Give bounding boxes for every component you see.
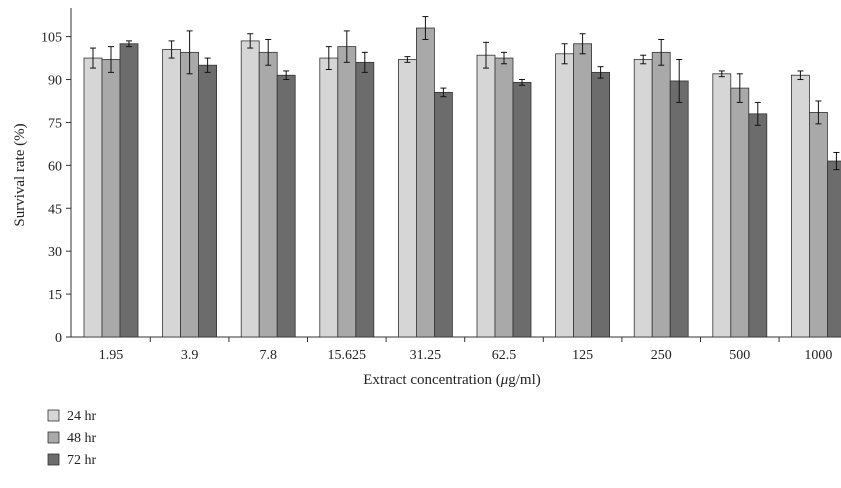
x-axis-title-suffix: g/ml) (508, 372, 541, 388)
y-tick-label: 60 (48, 159, 62, 174)
bar (433, 91, 453, 338)
legend-item: 72 hr (47, 453, 97, 468)
bar (119, 43, 139, 338)
x-axis-title: Extract concentration (μg/ml) (363, 372, 540, 388)
bar (669, 80, 689, 338)
bar (355, 61, 375, 338)
x-tick-label: 1000 (804, 348, 832, 363)
x-tick-label: 250 (651, 348, 672, 363)
bar (276, 74, 296, 338)
y-tick-label: 15 (48, 288, 62, 303)
bar (712, 73, 732, 338)
bar (591, 71, 610, 338)
bar (573, 43, 592, 338)
bar (162, 49, 182, 338)
x-tick-label: 15.625 (328, 348, 367, 363)
x-tick-label: 1.95 (99, 348, 124, 363)
x-axis-ticks: 1.95 3.9 7.8 15.625 31.25 62.5 125 250 500 1000 (99, 337, 832, 363)
bar (337, 46, 357, 338)
bar (476, 54, 496, 338)
bar (555, 53, 574, 338)
plot-area: 0 15 30 45 60 75 90 105 1.95 3.9 7.8 15.625 31.25 62… (41, 8, 841, 363)
bar (180, 51, 200, 338)
x-tick-label: 500 (729, 348, 750, 363)
bar (633, 59, 653, 338)
bar (83, 57, 103, 338)
x-axis-title-prefix: Extract concentration ( (363, 372, 500, 388)
bar (240, 40, 260, 338)
bar (397, 59, 417, 338)
legend-swatch (47, 409, 60, 422)
error-bar-group (90, 16, 840, 171)
y-tick-label: 45 (48, 202, 62, 217)
y-tick-label: 105 (41, 31, 62, 46)
y-axis-ticks: 0 15 30 45 60 75 90 105 (41, 31, 71, 346)
y-tick-label: 0 (55, 331, 62, 346)
x-tick-label: 7.8 (259, 348, 277, 363)
bar (415, 27, 435, 338)
bar (791, 74, 810, 338)
legend-swatch (47, 431, 60, 444)
bar (198, 64, 218, 338)
legend-label: 48 hr (67, 431, 97, 446)
bar (748, 113, 768, 338)
y-axis-title: Survival rate (%) (12, 123, 28, 226)
legend: 24 hr 48 hr 72 hr (47, 409, 97, 468)
x-axis-title-mu: μ (500, 372, 509, 388)
bar (651, 51, 671, 338)
legend-label: 72 hr (67, 453, 97, 468)
x-tick-label: 62.5 (492, 348, 517, 363)
legend-item: 24 hr (47, 409, 97, 424)
bar (319, 57, 339, 338)
bar (258, 51, 278, 338)
bar (101, 59, 121, 338)
x-tick-label: 3.9 (181, 348, 199, 363)
bar (512, 81, 532, 338)
legend-item: 48 hr (47, 431, 97, 446)
bar (494, 57, 514, 338)
y-tick-label: 75 (48, 116, 62, 131)
x-tick-label: 125 (572, 348, 593, 363)
bar (730, 87, 750, 338)
bar (809, 112, 828, 338)
legend-label: 24 hr (67, 409, 97, 424)
x-tick-label: 31.25 (410, 348, 442, 363)
legend-swatch (47, 453, 60, 466)
bar (827, 160, 841, 338)
y-tick-label: 90 (48, 74, 62, 89)
y-tick-label: 30 (48, 245, 62, 260)
bar-series-group (83, 27, 841, 338)
